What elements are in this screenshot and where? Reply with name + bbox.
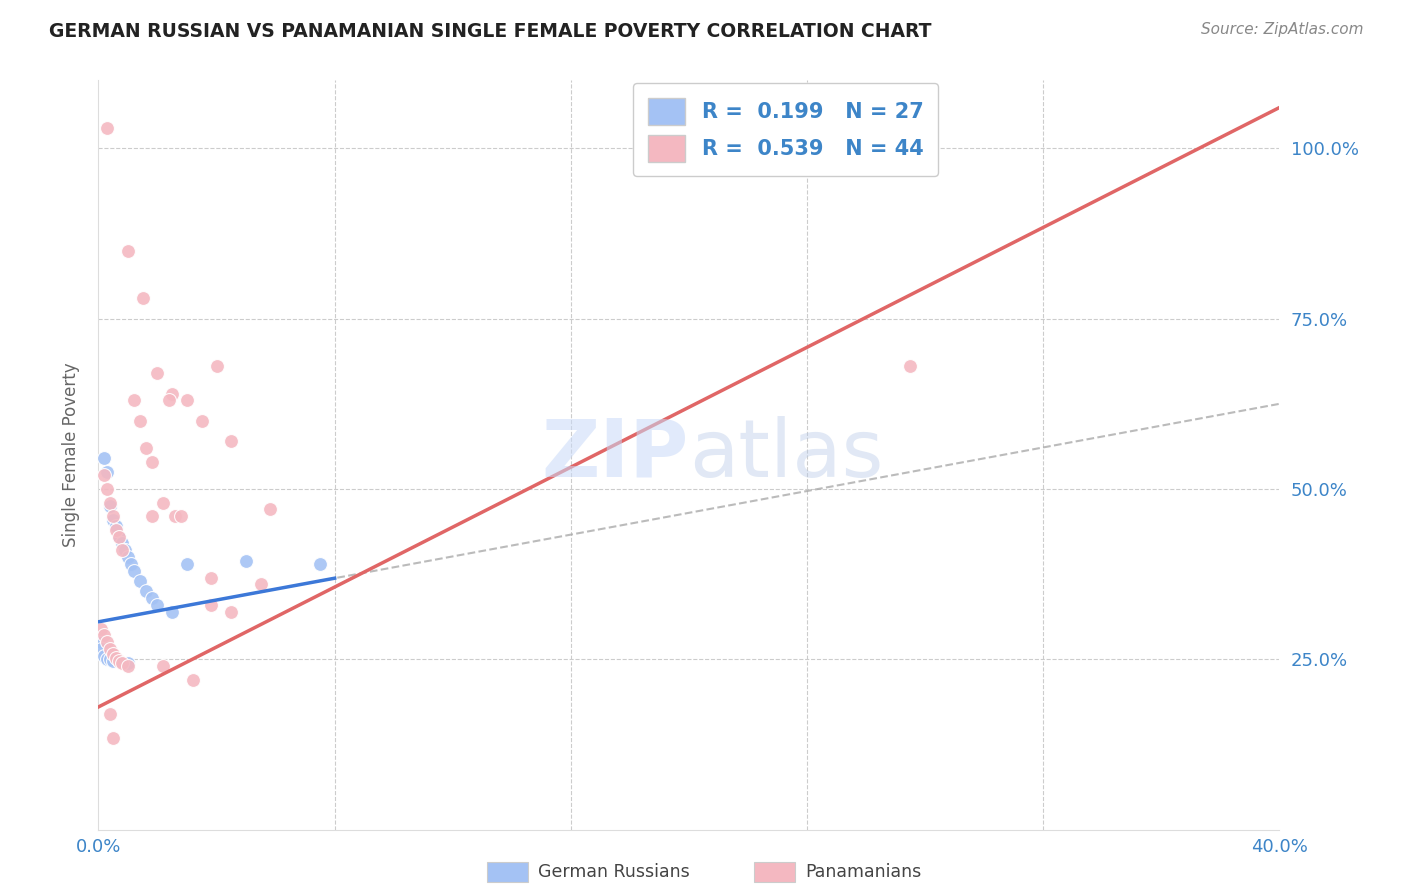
Point bbox=[96, 482, 118, 496]
Point bbox=[105, 651, 128, 665]
Legend: R =  0.199   N = 27, R =  0.539   N = 44: R = 0.199 N = 27, R = 0.539 N = 44 bbox=[633, 83, 938, 177]
Point bbox=[146, 366, 169, 380]
Point bbox=[170, 509, 193, 524]
Point bbox=[221, 605, 243, 619]
Point bbox=[105, 523, 128, 537]
Point bbox=[93, 468, 115, 483]
Point bbox=[98, 499, 121, 513]
Point bbox=[90, 622, 112, 636]
Point bbox=[146, 598, 169, 612]
Point bbox=[108, 530, 131, 544]
Point bbox=[176, 557, 198, 571]
Point bbox=[128, 574, 150, 588]
Text: atlas: atlas bbox=[689, 416, 883, 494]
Point bbox=[96, 652, 118, 666]
Point bbox=[96, 635, 118, 649]
Point bbox=[152, 659, 174, 673]
Bar bbox=[488, 863, 527, 882]
Point bbox=[162, 386, 183, 401]
Point bbox=[181, 673, 204, 687]
Point bbox=[93, 648, 115, 663]
Point bbox=[108, 654, 131, 668]
Point bbox=[98, 495, 121, 509]
Point bbox=[120, 557, 142, 571]
Point bbox=[135, 441, 157, 455]
Point bbox=[200, 570, 222, 584]
Point bbox=[122, 564, 145, 578]
Point bbox=[128, 414, 150, 428]
Point bbox=[111, 536, 134, 550]
Point bbox=[108, 530, 131, 544]
Point bbox=[141, 455, 163, 469]
Point bbox=[165, 509, 187, 524]
Text: German Russians: German Russians bbox=[538, 863, 690, 881]
Point bbox=[900, 359, 922, 374]
Point bbox=[93, 451, 115, 466]
Point bbox=[114, 543, 136, 558]
Point bbox=[259, 502, 281, 516]
Point bbox=[105, 519, 128, 533]
Point bbox=[103, 731, 125, 745]
Point bbox=[200, 598, 222, 612]
Point bbox=[205, 359, 228, 374]
Point bbox=[90, 642, 112, 657]
Point bbox=[111, 543, 134, 558]
Point bbox=[96, 465, 118, 479]
Point bbox=[117, 244, 139, 258]
Point bbox=[117, 550, 139, 565]
Point bbox=[103, 647, 125, 661]
Point bbox=[135, 584, 157, 599]
Point bbox=[103, 654, 125, 668]
Point bbox=[157, 393, 180, 408]
Point bbox=[93, 628, 115, 642]
Point bbox=[98, 652, 121, 666]
Text: GERMAN RUSSIAN VS PANAMANIAN SINGLE FEMALE POVERTY CORRELATION CHART: GERMAN RUSSIAN VS PANAMANIAN SINGLE FEMA… bbox=[49, 22, 932, 41]
Point bbox=[191, 414, 214, 428]
Point bbox=[176, 393, 198, 408]
Point bbox=[117, 656, 139, 670]
Point bbox=[122, 393, 145, 408]
Point bbox=[117, 659, 139, 673]
Point bbox=[132, 291, 155, 305]
Bar bbox=[755, 863, 794, 882]
Text: Source: ZipAtlas.com: Source: ZipAtlas.com bbox=[1201, 22, 1364, 37]
Text: Panamanians: Panamanians bbox=[806, 863, 922, 881]
Point bbox=[98, 706, 121, 721]
Y-axis label: Single Female Poverty: Single Female Poverty bbox=[62, 363, 80, 547]
Point bbox=[221, 434, 243, 449]
Point bbox=[90, 635, 112, 649]
Point bbox=[250, 577, 273, 591]
Point bbox=[103, 513, 125, 527]
Point bbox=[98, 642, 121, 657]
Point bbox=[309, 557, 332, 571]
Point bbox=[96, 120, 118, 135]
Point bbox=[235, 553, 257, 567]
Point bbox=[141, 509, 163, 524]
Point bbox=[162, 605, 183, 619]
Point bbox=[108, 654, 131, 668]
Point bbox=[111, 656, 134, 670]
Text: ZIP: ZIP bbox=[541, 416, 689, 494]
Point bbox=[141, 591, 163, 605]
Point bbox=[103, 509, 125, 524]
Point bbox=[152, 495, 174, 509]
